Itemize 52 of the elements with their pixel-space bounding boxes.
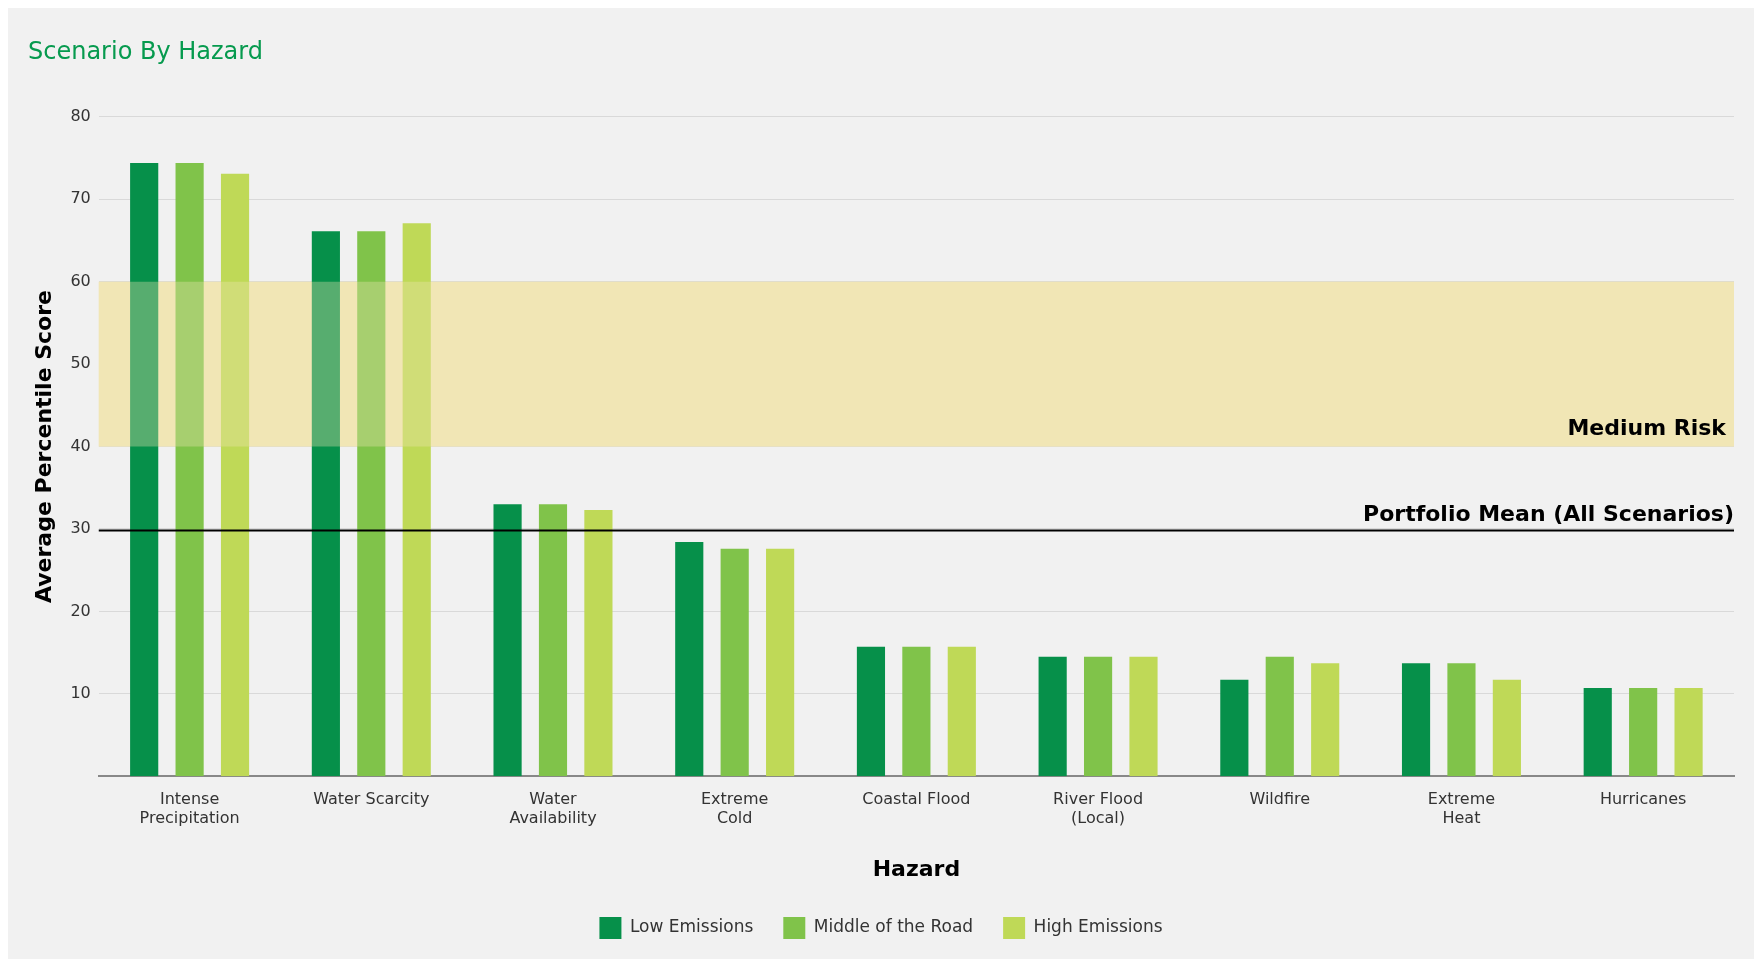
bar bbox=[1401, 663, 1431, 777]
ref-line-label: Portfolio Mean (All Scenarios) bbox=[1363, 501, 1734, 527]
y-tick-label: 80 bbox=[70, 105, 91, 125]
bar bbox=[675, 542, 704, 777]
y-tick-label: 50 bbox=[70, 353, 91, 373]
bar bbox=[538, 504, 568, 777]
y-axis-title: Average Percentile Score bbox=[30, 290, 56, 603]
bar bbox=[357, 231, 386, 777]
x-tick-label: Wildfire bbox=[1249, 788, 1311, 808]
y-tick-label: 10 bbox=[70, 682, 91, 702]
bar bbox=[493, 504, 522, 777]
legend-label: High Emissions bbox=[1033, 916, 1163, 937]
y-tick-label: 70 bbox=[70, 188, 91, 208]
bar bbox=[1129, 656, 1158, 777]
y-tick-label: 20 bbox=[70, 600, 91, 620]
bar bbox=[720, 548, 749, 777]
y-tick-label: 60 bbox=[70, 270, 91, 290]
bar bbox=[1447, 663, 1476, 777]
bar bbox=[1220, 679, 1249, 777]
bar bbox=[130, 162, 159, 777]
bar bbox=[584, 509, 613, 777]
x-axis-title: Hazard bbox=[872, 855, 961, 881]
bar bbox=[402, 223, 431, 777]
y-tick-label: 30 bbox=[70, 518, 91, 538]
x-tick-label: River Flood (Local) bbox=[1053, 788, 1144, 828]
bar bbox=[1492, 679, 1521, 777]
band-label: Medium Risk bbox=[1567, 415, 1728, 441]
bar bbox=[766, 548, 795, 777]
bar bbox=[1311, 663, 1340, 777]
bar bbox=[856, 646, 886, 777]
bar bbox=[1265, 656, 1294, 777]
bar bbox=[1083, 656, 1113, 777]
legend-label: Middle of the Road bbox=[813, 916, 974, 937]
bar bbox=[1583, 688, 1612, 777]
legend-label: Low Emissions bbox=[629, 916, 754, 937]
x-tick-label: Water Scarcity bbox=[313, 788, 430, 808]
bar bbox=[1629, 688, 1658, 777]
bar bbox=[175, 162, 204, 777]
x-tick-label: Hurricanes bbox=[1599, 788, 1687, 808]
y-tick-label: 40 bbox=[70, 435, 91, 455]
bar bbox=[311, 231, 340, 777]
x-tick-label: Water Availability bbox=[509, 788, 597, 828]
bar bbox=[902, 646, 931, 777]
bar bbox=[947, 646, 976, 777]
bar bbox=[1674, 688, 1703, 777]
x-tick-label: Extreme Cold bbox=[701, 788, 769, 828]
x-tick-label: Intense Precipitation bbox=[139, 788, 240, 828]
bar bbox=[1038, 656, 1067, 777]
x-tick-label: Coastal Flood bbox=[862, 788, 971, 808]
x-tick-label: Extreme Heat bbox=[1427, 788, 1496, 828]
bar bbox=[220, 173, 250, 777]
chart-title: Scenario By Hazard bbox=[28, 36, 263, 65]
